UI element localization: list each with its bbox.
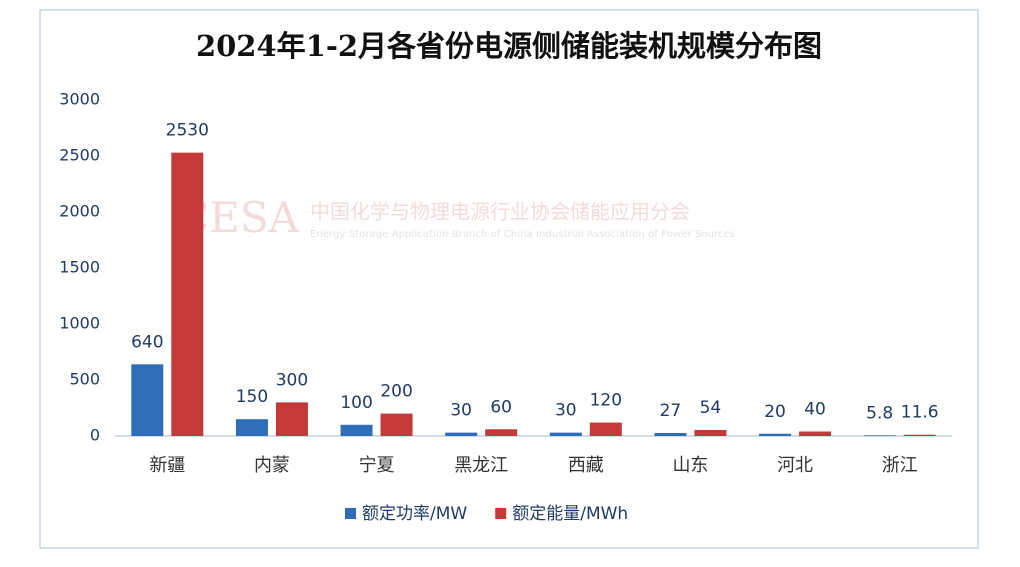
value-label: 300 bbox=[276, 370, 308, 390]
x-tick-label: 宁夏 bbox=[359, 455, 395, 476]
bar bbox=[799, 431, 832, 436]
bar bbox=[863, 435, 896, 436]
value-label: 54 bbox=[700, 398, 722, 418]
bar bbox=[340, 424, 373, 436]
y-tick-label: 2500 bbox=[59, 146, 100, 165]
bar bbox=[654, 432, 687, 436]
value-label: 11.6 bbox=[901, 403, 939, 423]
value-label: 60 bbox=[490, 397, 512, 417]
value-label: 640 bbox=[131, 332, 163, 352]
value-label: 30 bbox=[555, 401, 577, 421]
value-label: 20 bbox=[764, 402, 786, 422]
bar bbox=[759, 433, 792, 436]
bar bbox=[171, 152, 204, 436]
value-label: 27 bbox=[660, 401, 682, 421]
watermark-name: 中国化学与物理电源行业协会储能应用分会 bbox=[310, 200, 690, 224]
watermark-english: Energy Storage Application Branch of Chi… bbox=[310, 229, 735, 240]
value-label: 200 bbox=[380, 382, 412, 402]
bar bbox=[549, 432, 582, 436]
watermark: CESA 中国化学与物理电源行业协会储能应用分会 Energy Storage … bbox=[177, 193, 735, 242]
bar bbox=[589, 422, 622, 436]
legend-swatch bbox=[495, 508, 507, 519]
y-tick-label: 1000 bbox=[59, 314, 100, 333]
y-tick-label: 0 bbox=[90, 426, 100, 445]
value-label: 100 bbox=[340, 393, 372, 413]
value-label: 30 bbox=[450, 401, 472, 421]
bar bbox=[235, 419, 268, 436]
bar bbox=[485, 429, 518, 436]
bar bbox=[903, 434, 936, 436]
bar bbox=[380, 413, 413, 436]
legend-label: 额定功率/MW bbox=[362, 504, 467, 524]
bar bbox=[131, 364, 164, 436]
x-tick-label: 黑龙江 bbox=[454, 455, 508, 476]
x-tick-label: 新疆 bbox=[149, 455, 185, 476]
value-label: 2530 bbox=[166, 121, 209, 141]
x-tick-label: 山东 bbox=[672, 455, 708, 476]
y-tick-label: 1500 bbox=[59, 258, 100, 277]
value-label: 40 bbox=[804, 400, 826, 420]
x-tick-label: 内蒙 bbox=[254, 455, 290, 476]
y-tick-label: 2000 bbox=[59, 202, 100, 221]
y-tick-label: 3000 bbox=[59, 90, 100, 109]
y-tick-label: 500 bbox=[69, 370, 100, 389]
value-label: 150 bbox=[236, 387, 268, 407]
x-tick-label: 浙江 bbox=[882, 455, 918, 476]
x-tick-label: 西藏 bbox=[568, 455, 604, 476]
x-tick-label: 河北 bbox=[777, 455, 813, 476]
bar bbox=[445, 432, 478, 436]
value-label: 120 bbox=[590, 391, 622, 411]
legend-swatch bbox=[345, 508, 356, 519]
bar bbox=[275, 402, 308, 436]
bar bbox=[694, 429, 727, 436]
chart-title: 2024年1-2月各省份电源侧储能装机规模分布图 bbox=[196, 29, 822, 63]
legend-label: 额定能量/MWh bbox=[512, 504, 628, 524]
value-label: 5.8 bbox=[866, 403, 893, 423]
